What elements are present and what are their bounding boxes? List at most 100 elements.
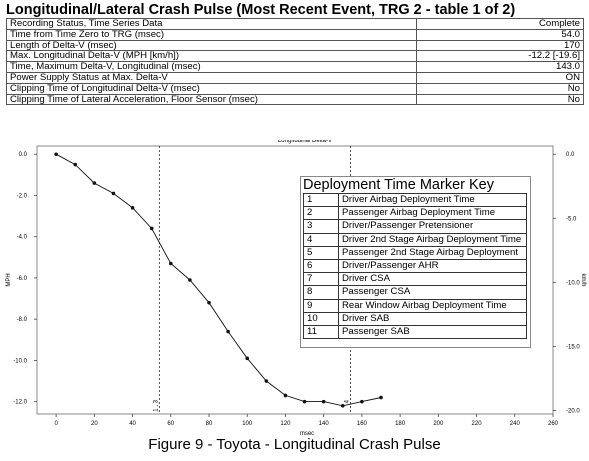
- delta-v-point: [92, 181, 97, 185]
- key-label: Driver CSA: [338, 272, 527, 287]
- info-label: Clipping Time of Longitudinal Delta-V (m…: [6, 82, 417, 95]
- key-label: Passenger CSA: [338, 285, 527, 300]
- delta-v-point: [283, 393, 288, 398]
- key-number: 8: [303, 285, 339, 300]
- info-row: Time, Maximum Delta-V, Longitudinal (mse…: [6, 61, 584, 73]
- info-value: 170: [416, 39, 584, 52]
- key-row: 1 Driver Airbag Deployment Time: [303, 192, 527, 208]
- delta-v-point: [245, 356, 250, 361]
- delta-v-point: [340, 403, 345, 408]
- info-row: Time from Time Zero to TRG (msec) 54.0: [6, 28, 584, 41]
- key-row: 2 Passenger Airbag Deployment Time: [303, 206, 527, 221]
- delta-v-point: [188, 278, 192, 282]
- page-title: Longitudinal/Lateral Crash Pulse (Most R…: [6, 2, 516, 18]
- key-label: Driver/Passenger AHR: [338, 259, 527, 274]
- info-value: Complete: [416, 18, 584, 30]
- y-tick-label: -6.0: [17, 276, 28, 282]
- y-tick-label: -2.0: [17, 193, 28, 199]
- info-row: Power Supply Status at Max. Delta-V ON: [6, 71, 584, 84]
- key-table: 1 Driver Airbag Deployment Time 2 Passenger…: [303, 192, 527, 340]
- y-tick-label: -10.0: [13, 358, 27, 364]
- x-tick-label: 100: [242, 421, 253, 427]
- x-tick-label: 160: [357, 421, 368, 427]
- deployment-marker-label: 1 , 3: [153, 399, 159, 411]
- info-row: Recording Status, Time Series Data Comple…: [6, 18, 584, 30]
- info-row: Length of Delta-V (msec) 170: [6, 39, 584, 52]
- info-label: Time, Maximum Delta-V, Longitudinal (mse…: [6, 61, 417, 73]
- key-number: 6: [303, 259, 339, 274]
- key-number: 4: [303, 232, 339, 247]
- info-row: Clipping Time of Longitudinal Delta-V (m…: [6, 82, 584, 95]
- key-row: 7 Driver CSA: [303, 272, 527, 287]
- key-number: 7: [303, 272, 339, 287]
- delta-v-point: [168, 261, 173, 266]
- info-label: Max. Longitudinal Delta-V (MPH [km/h]): [6, 50, 417, 63]
- x-tick-label: 220: [472, 421, 483, 427]
- x-tick-label: 240: [510, 421, 521, 427]
- key-row: 3 Driver/Passenger Pretensioner: [303, 219, 527, 234]
- delta-v-point: [302, 399, 307, 404]
- info-label: Power Supply Status at Max. Delta-V: [6, 71, 417, 84]
- info-value: -12.2 [-19.6]: [416, 50, 584, 63]
- info-label: Clipping Time of Lateral Acceleration, F…: [6, 93, 417, 106]
- delta-v-point: [360, 399, 364, 404]
- key-number: 3: [303, 219, 339, 234]
- info-value: 143.0: [416, 61, 584, 73]
- info-label: Time from Time Zero to TRG (msec): [6, 28, 417, 41]
- y2-tick-label: -10.0: [566, 280, 580, 286]
- key-label: Rear Window Airbag Deployment Time: [338, 298, 527, 313]
- key-title: Deployment Time Marker Key: [303, 177, 494, 193]
- key-row: 11 Passenger SAB: [303, 325, 527, 340]
- info-row: Max. Longitudinal Delta-V (MPH [km/h]) -1…: [6, 50, 584, 63]
- y-tick-label: 0.0: [19, 152, 28, 158]
- y-axis-label: MPH: [6, 273, 12, 286]
- key-label: Driver/Passenger Pretensioner: [338, 219, 527, 234]
- delta-v-point: [54, 152, 58, 157]
- info-row: Clipping Time of Lateral Acceleration, F…: [6, 93, 584, 106]
- key-label: Passenger 2nd Stage Airbag Deployment: [338, 245, 527, 261]
- key-row: 6 Driver/Passenger AHR: [303, 259, 527, 274]
- key-label: Passenger Airbag Deployment Time: [338, 206, 527, 221]
- delta-v-point: [207, 300, 211, 305]
- delta-v-point: [264, 379, 269, 383]
- key-number: 5: [303, 245, 339, 261]
- info-value: No: [416, 93, 584, 106]
- x-tick-label: 140: [319, 421, 330, 427]
- key-label: Passenger SAB: [338, 325, 527, 340]
- key-row: 4 Driver 2nd Stage Airbag Deployment Time: [303, 232, 527, 247]
- delta-v-line: [55, 153, 382, 407]
- delta-v-point: [73, 162, 78, 167]
- info-label: Length of Delta-V (msec): [6, 39, 417, 52]
- info-value: No: [416, 82, 584, 95]
- delta-v-point: [130, 206, 135, 210]
- deployment-key: Deployment Time Marker Key 1 Driver Airba…: [300, 176, 531, 348]
- delta-v-point: [226, 329, 230, 334]
- x-tick-label: 40: [129, 421, 136, 427]
- x-tick-label: 120: [280, 421, 291, 427]
- y2-tick-label: 0.0: [566, 152, 575, 158]
- info-label: Recording Status, Time Series Data: [6, 18, 417, 30]
- info-table: Recording Status, Time Series Data Comple…: [6, 18, 584, 106]
- key-row: 9 Rear Window Airbag Deployment Time: [303, 298, 527, 313]
- y2-tick-label: -15.0: [566, 344, 580, 350]
- key-number: 11: [303, 325, 339, 340]
- y-tick-label: -4.0: [17, 235, 28, 241]
- x-tick-label: 0: [54, 421, 58, 427]
- info-value: ON: [416, 71, 584, 84]
- key-label: Driver Airbag Deployment Time: [338, 192, 527, 208]
- x-axis-label: msec: [300, 431, 314, 436]
- x-tick-label: 260: [548, 421, 559, 427]
- key-number: 2: [303, 206, 339, 221]
- figure-caption: Figure 9 - Toyota - Longitudinal Crash P…: [148, 436, 441, 453]
- key-number: 10: [303, 311, 339, 327]
- key-row: 8 Passenger CSA: [303, 285, 527, 300]
- x-tick-label: 180: [395, 421, 406, 427]
- key-row: 5 Passenger 2nd Stage Airbag Deployment: [303, 245, 527, 261]
- x-tick-label: 200: [433, 421, 444, 427]
- x-tick-label: 20: [91, 421, 98, 427]
- y2-tick-label: -20.0: [566, 408, 580, 414]
- delta-v-point: [321, 399, 326, 404]
- x-tick-label: 80: [206, 421, 213, 427]
- y2-axis-label: km/h: [580, 273, 586, 286]
- key-label: Driver SAB: [338, 311, 527, 327]
